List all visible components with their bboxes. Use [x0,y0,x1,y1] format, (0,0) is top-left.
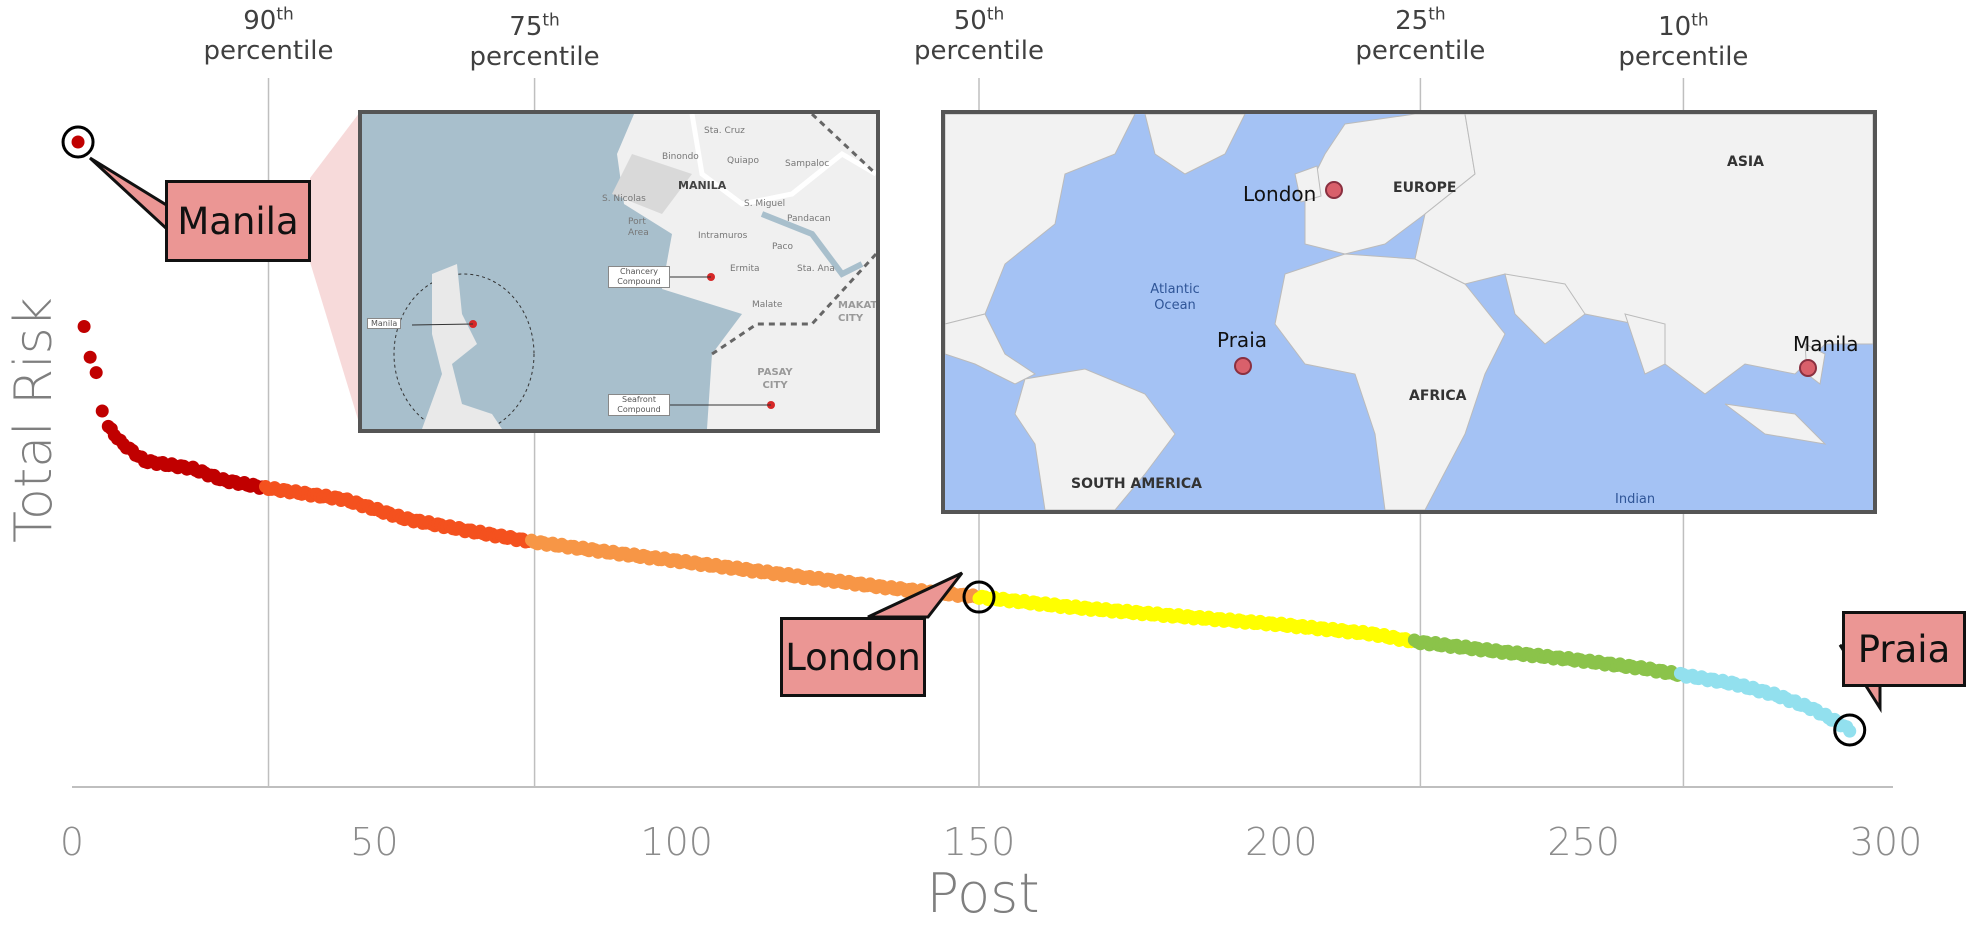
x-tick-label: 150 [942,820,1016,864]
map-label-pandacan: Pandacan [787,214,831,224]
x-tick-label: 50 [350,820,399,864]
percentile-word: percentile [469,42,600,72]
praia-callout: Praia [1842,611,1966,687]
manila-zoom-wedge [310,112,360,426]
y-axis-title: Total Risk [4,297,64,543]
highlight-ring-praia [1833,713,1867,747]
highlight-rings [61,125,1867,747]
percentile-word: percentile [203,36,334,66]
x-axis-title: Post [926,862,1040,925]
map-label-atlantic: Atlantic Ocean [1150,282,1200,313]
data-point [71,135,85,149]
map-label-sta-cruz: Sta. Cruz [704,126,745,136]
percentile-suffix: th [276,4,294,25]
map-label-praia: Praia [1217,328,1267,352]
percentile-word: percentile [1618,42,1749,72]
map-label-sta-ana: Sta. Ana [797,264,835,274]
percentile-number: 50 [953,6,987,36]
data-point [89,366,103,380]
highlight-ring-manila [61,125,95,159]
map-label-sampaloc: Sampaloc [785,159,830,169]
map-label-manila-marker: Manila [367,318,402,329]
map-label-chancery: Chancery Compound [608,266,670,288]
x-tick-label: 250 [1547,820,1620,864]
map-label-asia: ASIA [1727,154,1764,170]
map-label-quiapo: Quiapo [727,156,760,166]
x-tick-label: 300 [1849,820,1923,864]
world-map-graphic [945,114,1873,510]
percentile-number: 25 [1395,6,1429,36]
map-label-s-nicolas: S. Nicolas [602,194,646,204]
world-inset-map: London EUROPE ASIA Atlantic Ocean Praia … [941,110,1877,514]
london-callout: London [780,617,926,697]
percentile-label-25: 25th percentile [1355,6,1485,66]
map-label-manila-city: MANILA [678,179,727,192]
percentile-suffix: th [986,4,1005,25]
map-label-makati: MAKATI CITY [838,300,880,324]
data-point [1843,724,1857,738]
percentile-word: percentile [1355,36,1486,66]
manila-callout: Manila [165,180,311,262]
map-label-indian: Indian [1615,492,1656,507]
map-label-london: London [1243,182,1317,206]
map-label-ermita: Ermita [730,264,760,274]
percentile-label-50: 50th percentile [914,6,1044,66]
percentile-number: 75 [509,12,543,42]
percentile-label-10: 10th percentile [1618,12,1748,72]
percentile-label-75: 75th percentile [470,12,600,72]
x-tick-label: 200 [1245,820,1318,864]
percentile-label-90: 90th percentile [204,6,334,66]
map-label-binondo: Binondo [662,152,699,162]
map-label-port-area: Port Area [628,217,649,238]
percentile-suffix: th [1691,10,1709,31]
map-label-malate: Malate [752,300,783,310]
map-label-s-miguel: S. Miguel [744,199,786,209]
map-label-seafront: Seafront Compound [608,394,670,416]
map-label-south-america: SOUTH AMERICA [1071,476,1202,492]
x-tick-label: 0 [59,820,85,864]
highlight-ring-london [962,580,996,614]
percentile-number: 10 [1658,12,1692,42]
map-label-pasay: PASAY CITY [757,367,793,391]
manila-inset-map: MANILA Sta. Cruz Binondo Quiapo Sampaloc… [358,110,880,433]
map-label-paco: Paco [772,242,793,252]
map-label-intramuros: Intramuros [698,231,748,241]
percentile-number: 90 [243,6,277,36]
manila-map-graphic [362,114,876,429]
manila-callout-pointer [88,156,170,234]
map-label-europe: EUROPE [1393,180,1457,196]
risk-curve [71,135,1857,738]
data-point [83,350,97,364]
percentile-word: percentile [913,36,1045,66]
map-label-manila: Manila [1793,332,1859,356]
data-point [95,404,109,418]
map-label-africa: AFRICA [1409,388,1467,404]
percentile-suffix: th [542,10,560,31]
x-tick-label: 100 [640,820,713,864]
percentile-suffix: th [1428,4,1446,25]
data-point [77,319,91,333]
